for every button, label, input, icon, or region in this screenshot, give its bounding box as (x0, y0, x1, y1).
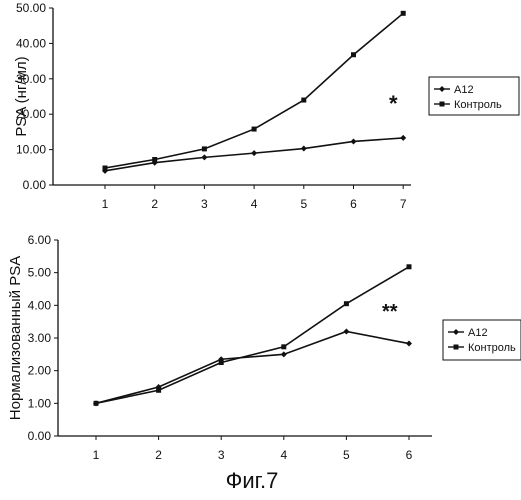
chart-2-y-tick-label: 3.00 (28, 331, 52, 345)
chart-1-series-1-point (351, 138, 357, 144)
chart-1-series-1-point (201, 154, 207, 160)
chart-1-series-2-point (252, 127, 257, 132)
chart-1-significance-mark: * (389, 91, 398, 116)
chart-2-series-2-point (156, 388, 161, 393)
chart-2-x-tick-label: 1 (93, 448, 100, 462)
chart-1-x-tick-label: 4 (251, 197, 258, 211)
chart-1-x-tick-label: 6 (350, 197, 357, 211)
chart-2-series-1-point (343, 328, 349, 334)
chart-1-y-tick-label: 50.00 (16, 1, 46, 15)
chart-2-significance-mark: ** (382, 301, 398, 323)
chart-2-y-tick-label: 1.00 (28, 396, 52, 410)
chart-2-series-1-point (281, 351, 287, 357)
chart-1-x-tick-label: 3 (201, 197, 208, 211)
chart-2-y-tick-label: 5.00 (28, 266, 52, 280)
figure-caption: Фиг.7 (226, 468, 279, 493)
chart-2-legend-label-1: A12 (468, 327, 488, 339)
chart-2-y-axis-label: Нормализованный PSA (7, 256, 24, 420)
chart-2-series-1-point (406, 341, 412, 347)
chart-2-x-tick-label: 2 (155, 448, 162, 462)
chart-1-series-2-point (401, 11, 406, 16)
chart-1-series-1-point (251, 150, 257, 156)
chart-1-series-2-point (351, 52, 356, 57)
chart-1-x-tick-label: 1 (102, 197, 109, 211)
chart-2-legend-marker-square (454, 345, 459, 350)
chart-2-x-tick-label: 3 (218, 448, 225, 462)
chart-2-series-2-point (281, 344, 286, 349)
chart-1-y-tick-label: 40.00 (16, 36, 46, 50)
chart-2-y-tick-label: 4.00 (28, 298, 52, 312)
chart-2-y-tick-label: 2.00 (28, 364, 52, 378)
chart-2-y-tick-label: 0.00 (28, 429, 52, 443)
chart-1-y-tick-label: 10.00 (16, 143, 46, 157)
chart-1-series-2-line (105, 13, 403, 168)
chart-1-x-tick-label: 7 (400, 197, 407, 211)
chart-2-series-2-point (219, 360, 224, 365)
chart-1-series-2-point (301, 98, 306, 103)
chart-2-series-1-line (96, 331, 409, 403)
chart-1-series-1-point (301, 146, 307, 152)
chart-1-x-tick-label: 5 (300, 197, 307, 211)
chart-1-series-2-point (202, 146, 207, 151)
chart-2-legend-box (443, 320, 521, 360)
chart-1-legend-label-1: A12 (454, 84, 474, 96)
chart-2-y-tick-label: 6.00 (28, 233, 52, 247)
chart-2-series-2-point (407, 264, 412, 269)
chart-1-legend-marker-square (440, 102, 445, 107)
chart-2-series-2-point (344, 301, 349, 306)
chart-2-x-tick-label: 5 (343, 448, 350, 462)
chart-1-series-2-point (152, 157, 157, 162)
chart-1-y-tick-label: 0.00 (23, 178, 47, 192)
chart-2-legend-label-2: Контроль (468, 342, 516, 354)
chart-1-legend-label-2: Контроль (454, 99, 502, 111)
chart-2-series-2-point (94, 401, 99, 406)
chart-1-x-tick-label: 2 (151, 197, 158, 211)
chart-2-x-tick-label: 6 (406, 448, 413, 462)
chart-1-y-axis-label: PSA (нг/мл) (13, 56, 30, 136)
chart-2-x-tick-label: 4 (280, 448, 287, 462)
chart-1-series-2-point (103, 166, 108, 171)
chart-1-series-1-point (400, 135, 406, 141)
